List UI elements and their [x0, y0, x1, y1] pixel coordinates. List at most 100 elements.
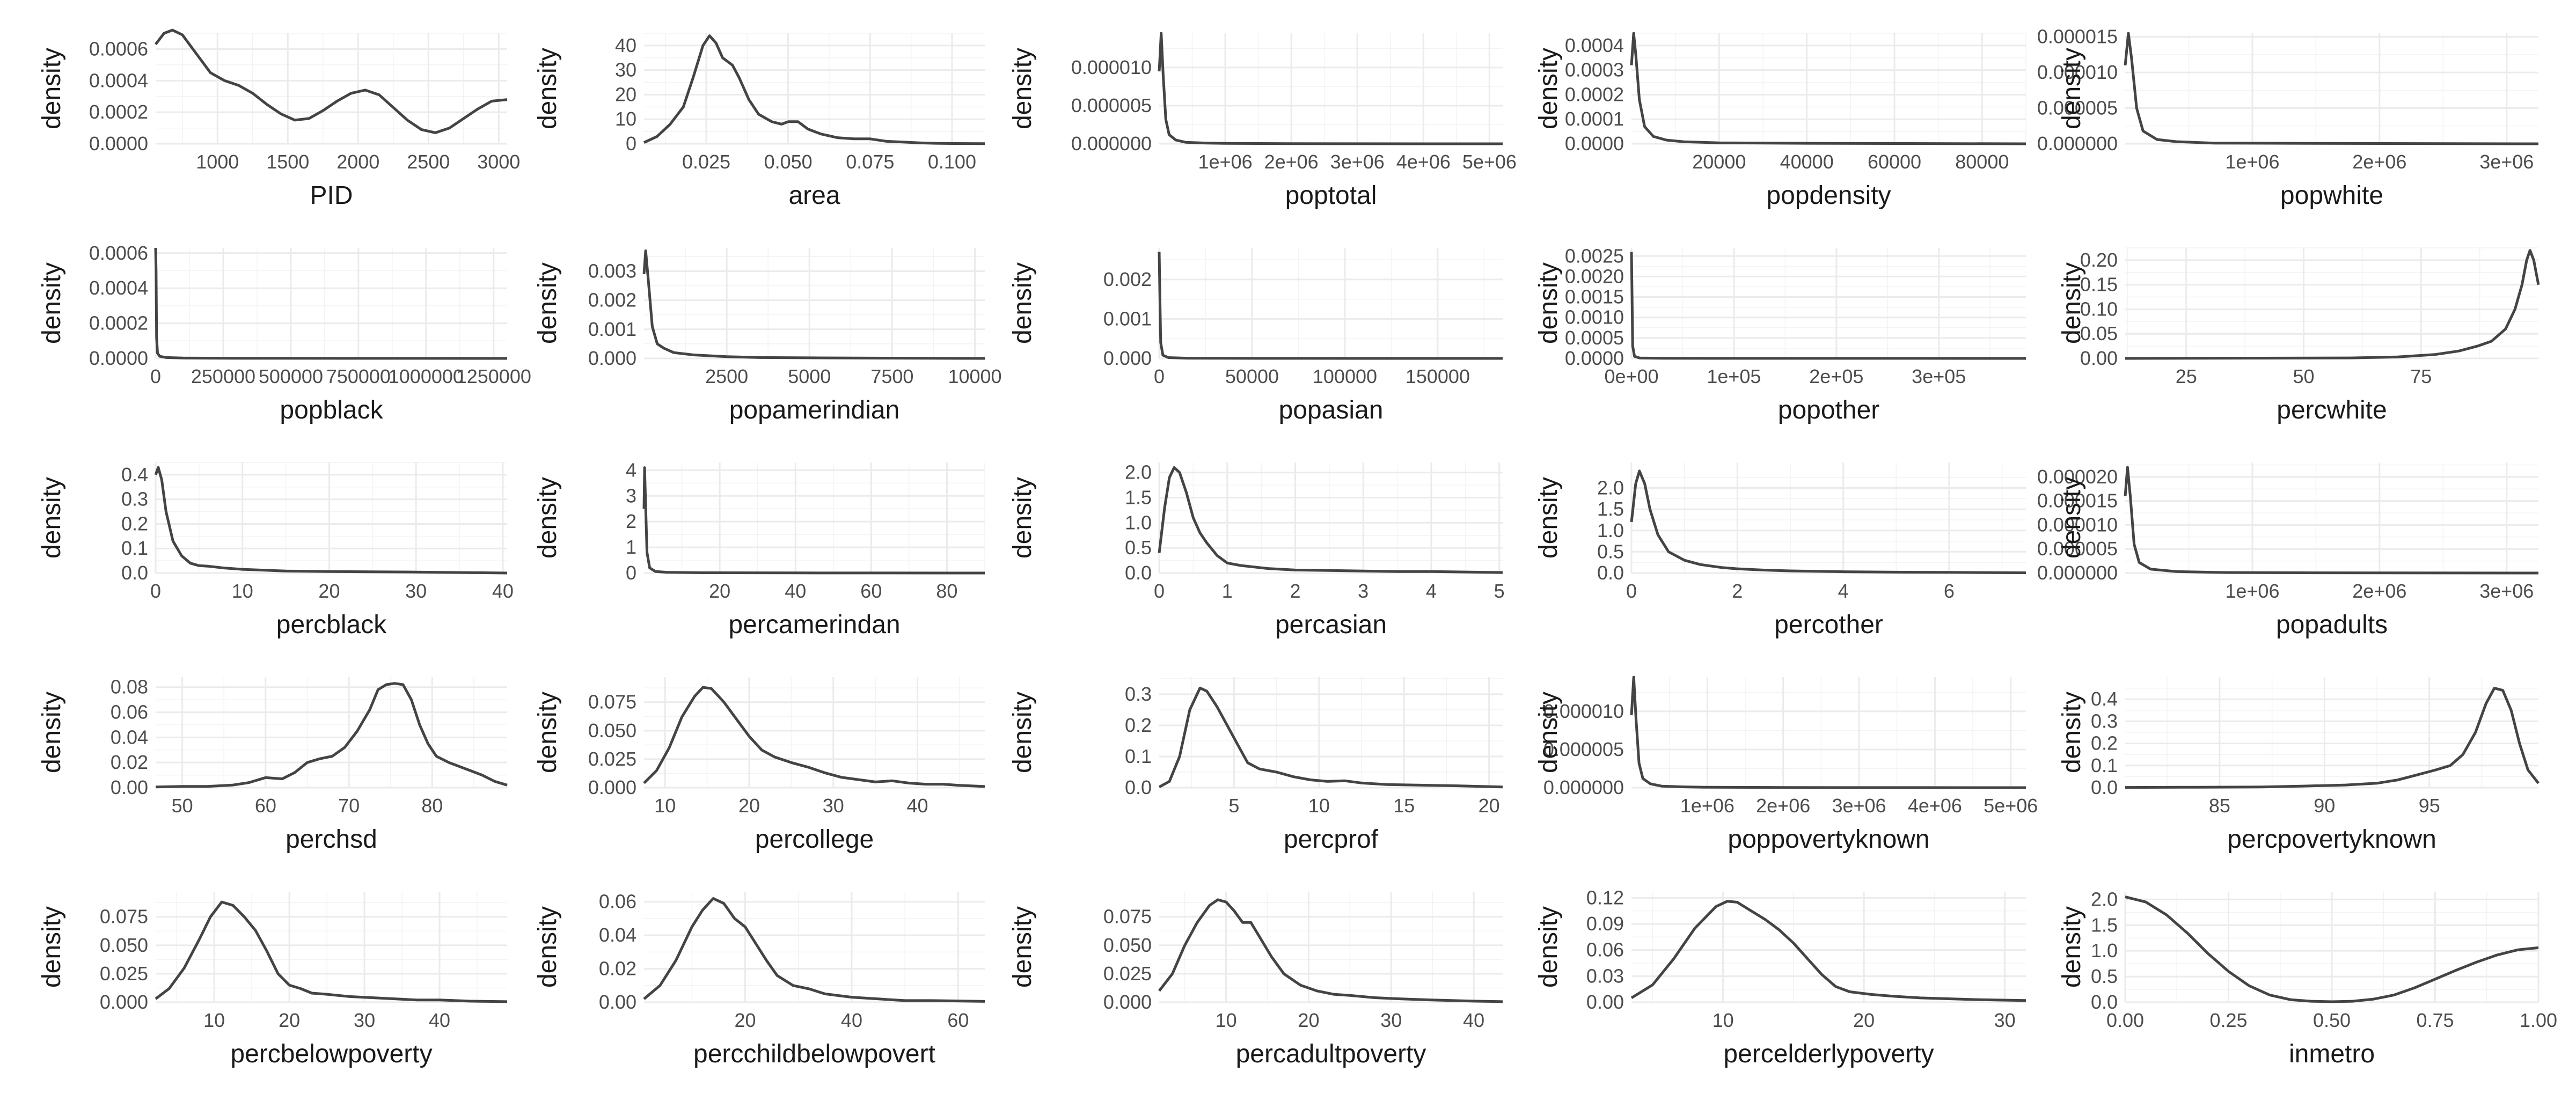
y-tick-label: 0.000	[100, 991, 148, 1013]
x-axis-title: popamerindian	[729, 396, 900, 424]
x-tick-label: 20	[738, 795, 760, 817]
density-panel-perchsd: 50 60 70 80 0.00 0.02 0.04 0.06 0.08 perchsd densi…	[38, 676, 508, 854]
density-panel-popasian: 0 50000 100000 150000 0.000 0.001 0.002 popasia…	[1008, 248, 1503, 424]
x-tick-label: 0	[150, 365, 161, 387]
y-tick-label: 0.000010	[2037, 513, 2118, 535]
y-axis-title: density	[1534, 48, 1563, 129]
density-line	[1630, 252, 2026, 360]
density-panel-percprof: 5 10 15 20 0.0 0.1 0.2 0.3 percprof density	[1008, 677, 1503, 854]
x-tick-label: 40	[841, 1009, 862, 1031]
y-axis-title: density	[533, 48, 562, 129]
x-tick-label: 4e+06	[1396, 151, 1451, 173]
x-tick-label: 5	[1228, 795, 1239, 817]
density-panel-percamerindan: 20 40 60 80 0 1 2 3 4 percamerindan density	[533, 459, 985, 639]
x-axis-title: percamerindan	[728, 611, 900, 639]
y-tick-label: 0.04	[599, 924, 636, 946]
y-tick-label: 0.000000	[1543, 776, 1624, 798]
y-tick-label: 0.000000	[2037, 562, 2118, 584]
x-axis-title: percollege	[755, 825, 874, 854]
y-tick-label: 0.000	[1103, 347, 1152, 369]
y-axis-title: density	[1008, 477, 1037, 559]
x-tick-label: 3	[1358, 580, 1368, 602]
x-axis-title: poppovertyknown	[1728, 825, 1929, 854]
x-tick-label: 2e+05	[1809, 365, 1863, 387]
x-tick-label: 30	[823, 795, 844, 817]
x-axis-title: popother	[1778, 396, 1880, 424]
density-panel-PID: 1000 1500 2000 2500 3000 0.0000 0.0002 0.0004 0.…	[38, 28, 520, 210]
density-panel-percpovertyknown: 85 90 95 0.00.10.20.30.4 percpovertyknown den…	[2058, 677, 2540, 854]
x-axis-title: area	[788, 181, 840, 210]
y-tick-label: 0.09	[1586, 913, 1624, 935]
y-axis-title: density	[38, 477, 66, 559]
y-tick-label: 0.0	[2091, 776, 2118, 798]
x-axis-title: PID	[310, 181, 353, 210]
x-tick-label: 0.50	[2313, 1009, 2351, 1031]
x-tick-label: 3e+06	[2479, 151, 2534, 173]
y-axis-title: density	[1008, 906, 1037, 988]
density-panel-poppovertyknown: 1e+06 2e+06 3e+06 4e+06 5e+06 0.000000 0.00000…	[1534, 676, 2038, 854]
y-tick-label: 0.15	[2080, 274, 2118, 296]
y-tick-label: 0.0	[1597, 562, 1624, 584]
y-tick-label: 1.0	[2091, 939, 2118, 961]
x-tick-label: 6	[1944, 580, 1955, 602]
density-panel-popdensity: 20000 40000 60000 800000.00000.00010.00020.…	[1534, 32, 2026, 210]
x-tick-label: 20	[734, 1009, 756, 1031]
x-axis-title: percadultpoverty	[1236, 1040, 1426, 1068]
y-tick-label: 0.075	[588, 691, 636, 713]
x-tick-label: 1.00	[2520, 1009, 2557, 1031]
x-tick-label: 2e+06	[1264, 151, 1319, 173]
y-axis-title: density	[533, 262, 562, 344]
y-tick-label: 0.4	[121, 464, 148, 486]
x-tick-label: 750000	[326, 365, 391, 387]
x-tick-label: 4	[1426, 580, 1437, 602]
x-tick-label: 1e+06	[1680, 795, 1735, 817]
x-tick-label: 30	[405, 580, 427, 602]
y-tick-label: 1.5	[1125, 487, 1152, 509]
x-axis-title: inmetro	[2289, 1040, 2375, 1068]
density-line	[155, 900, 508, 1003]
x-tick-label: 20	[709, 580, 730, 602]
y-tick-label: 0.0000	[1565, 347, 1624, 369]
y-tick-label: 1.0	[1597, 519, 1624, 541]
y-tick-label: 1	[626, 536, 636, 558]
y-tick-label: 0.0010	[1565, 306, 1624, 328]
x-tick-label: 25	[2176, 365, 2197, 387]
x-tick-label: 80000	[1955, 151, 2009, 173]
y-axis-title: density	[38, 906, 66, 988]
y-tick-label: 0.5	[2091, 965, 2118, 987]
density-panel-percchildbelowpovert: 20 40 60 0.00 0.02 0.04 0.06 percchildbelowpove…	[533, 891, 985, 1068]
y-tick-label: 0.000020	[2037, 466, 2118, 488]
y-tick-label: 0.0004	[89, 277, 148, 299]
y-tick-label: 0.2	[2091, 732, 2118, 754]
x-tick-label: 60	[860, 580, 882, 602]
y-tick-label: 0.4	[2091, 688, 2118, 710]
y-tick-label: 0.075	[1103, 906, 1152, 928]
density-line	[1158, 32, 1503, 145]
y-axis-title: density	[2058, 906, 2086, 988]
x-tick-label: 50	[172, 795, 193, 817]
x-tick-label: 2e+06	[1756, 795, 1810, 817]
x-axis-title: percprof	[1284, 825, 1379, 854]
y-tick-label: 0.06	[599, 891, 636, 913]
x-tick-label: 20	[279, 1009, 300, 1031]
x-tick-label: 0.050	[764, 151, 813, 173]
x-tick-label: 0.75	[2416, 1009, 2454, 1031]
density-panel-popadults: 1e+06 2e+06 3e+060.0000000.0000050.0000100…	[2037, 462, 2539, 639]
x-tick-label: 85	[2209, 795, 2230, 817]
x-tick-label: 95	[2419, 795, 2440, 817]
density-line	[642, 249, 985, 360]
y-tick-label: 0.0002	[89, 312, 148, 334]
y-tick-label: 10	[615, 108, 636, 130]
x-tick-label: 7500	[870, 365, 913, 387]
x-axis-title: percother	[1774, 611, 1883, 639]
y-axis-title: density	[1008, 262, 1037, 344]
x-tick-label: 40	[1463, 1009, 1484, 1031]
y-tick-label: 0.00	[1586, 991, 1624, 1013]
x-tick-label: 150000	[1406, 365, 1470, 387]
y-tick-label: 0.025	[1103, 963, 1152, 985]
y-axis-title: density	[1008, 48, 1037, 129]
y-tick-label: 0.2	[121, 512, 148, 534]
x-axis-title: percchildbelowpovert	[693, 1040, 935, 1068]
x-tick-label: 2e+06	[2352, 151, 2406, 173]
